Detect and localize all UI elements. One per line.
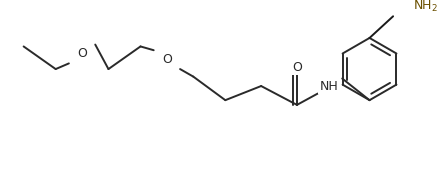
Text: O: O xyxy=(292,61,302,74)
Text: NH: NH xyxy=(320,80,339,92)
Text: O: O xyxy=(162,53,172,66)
Text: NH$_2$: NH$_2$ xyxy=(413,0,438,14)
Text: O: O xyxy=(77,48,87,60)
